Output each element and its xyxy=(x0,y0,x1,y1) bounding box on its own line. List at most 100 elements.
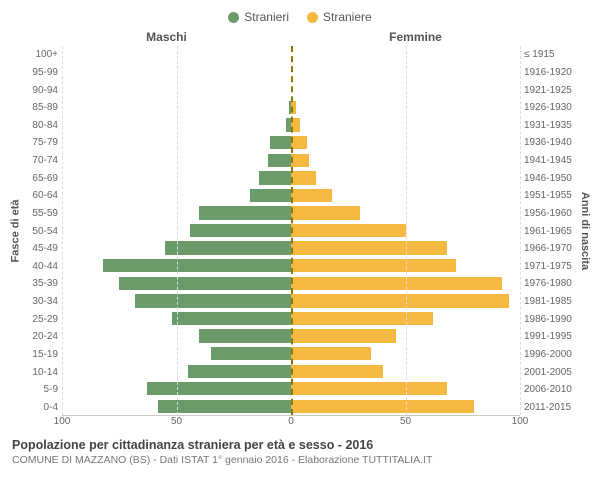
female-bar xyxy=(291,136,307,149)
male-bar xyxy=(103,259,291,272)
birth-label: 1976-1980 xyxy=(520,275,578,293)
birth-label: 1986-1990 xyxy=(520,310,578,328)
age-label: 90-94 xyxy=(22,81,62,99)
female-bar xyxy=(291,277,502,290)
plot-area xyxy=(62,46,520,416)
male-bar xyxy=(165,241,291,254)
birth-label: 1931-1935 xyxy=(520,117,578,135)
female-bar xyxy=(291,224,406,237)
chart-subtitle: COMUNE DI MAZZANO (BS) - Dati ISTAT 1° g… xyxy=(12,454,588,466)
age-labels: 100+95-9990-9485-8980-8475-7970-7465-696… xyxy=(22,46,62,416)
female-bar xyxy=(291,189,332,202)
female-bar xyxy=(291,259,456,272)
legend-female-label: Straniere xyxy=(323,10,372,24)
birth-label: 1971-1975 xyxy=(520,258,578,276)
birth-label: 2001-2005 xyxy=(520,363,578,381)
birth-label: 1926-1930 xyxy=(520,99,578,117)
birth-label: 1941-1945 xyxy=(520,152,578,170)
birth-label: 1921-1925 xyxy=(520,81,578,99)
age-label: 10-14 xyxy=(22,363,62,381)
age-label: 50-54 xyxy=(22,222,62,240)
chart-titles: Popolazione per cittadinanza straniera p… xyxy=(8,432,592,466)
age-label: 60-64 xyxy=(22,187,62,205)
age-label: 0-4 xyxy=(22,399,62,417)
x-tick: 0 xyxy=(288,416,294,427)
female-bar xyxy=(291,329,396,342)
header-male: Maschi xyxy=(62,28,291,46)
male-bar xyxy=(119,277,291,290)
female-bar xyxy=(291,312,433,325)
birth-label: 1936-1940 xyxy=(520,134,578,152)
y-left-axis-title: Fasce di età xyxy=(8,46,22,416)
birth-label: 2011-2015 xyxy=(520,399,578,417)
male-swatch xyxy=(228,12,239,23)
male-bar xyxy=(190,224,291,237)
age-label: 80-84 xyxy=(22,117,62,135)
age-label: 35-39 xyxy=(22,275,62,293)
birth-label: 1991-1995 xyxy=(520,328,578,346)
x-tick: 100 xyxy=(54,416,71,427)
female-bar xyxy=(291,382,447,395)
female-bar xyxy=(291,171,316,184)
female-bar xyxy=(291,241,447,254)
age-label: 5-9 xyxy=(22,381,62,399)
center-divider xyxy=(291,46,293,415)
male-bar xyxy=(270,136,291,149)
female-bar xyxy=(291,154,309,167)
age-label: 55-59 xyxy=(22,205,62,223)
birth-label: 1916-1920 xyxy=(520,64,578,82)
population-pyramid-chart: Stranieri Straniere Maschi Femmine Fasce… xyxy=(0,0,600,500)
legend-male: Stranieri xyxy=(228,10,289,24)
birth-label: 1981-1985 xyxy=(520,293,578,311)
male-bar xyxy=(158,400,291,413)
male-bar xyxy=(199,206,291,219)
age-label: 70-74 xyxy=(22,152,62,170)
age-label: 15-19 xyxy=(22,346,62,364)
birth-year-labels: ≤ 19151916-19201921-19251926-19301931-19… xyxy=(520,46,578,416)
x-tick: 100 xyxy=(512,416,529,427)
female-bar xyxy=(291,400,474,413)
birth-label: 1951-1955 xyxy=(520,187,578,205)
age-label: 100+ xyxy=(22,46,62,64)
male-bar xyxy=(211,347,291,360)
age-label: 30-34 xyxy=(22,293,62,311)
age-label: 85-89 xyxy=(22,99,62,117)
x-axis: 100 50 0 50 100 xyxy=(8,416,592,432)
female-bar xyxy=(291,294,509,307)
male-bar xyxy=(250,189,291,202)
male-bar xyxy=(188,365,291,378)
birth-label: 2006-2010 xyxy=(520,381,578,399)
male-bar xyxy=(147,382,291,395)
female-bar xyxy=(291,365,383,378)
age-label: 45-49 xyxy=(22,240,62,258)
x-tick: 50 xyxy=(400,416,411,427)
birth-label: ≤ 1915 xyxy=(520,46,578,64)
legend-male-label: Stranieri xyxy=(244,10,289,24)
header-female: Femmine xyxy=(291,28,520,46)
gender-headers: Maschi Femmine xyxy=(8,28,592,46)
x-tick: 50 xyxy=(171,416,182,427)
age-label: 20-24 xyxy=(22,328,62,346)
y-right-axis-title: Anni di nascita xyxy=(578,46,592,416)
female-bar xyxy=(291,206,360,219)
male-bar xyxy=(135,294,291,307)
birth-label: 1956-1960 xyxy=(520,205,578,223)
male-bar xyxy=(172,312,291,325)
age-label: 25-29 xyxy=(22,310,62,328)
age-label: 75-79 xyxy=(22,134,62,152)
male-bar xyxy=(199,329,291,342)
birth-label: 1946-1950 xyxy=(520,169,578,187)
chart-title: Popolazione per cittadinanza straniera p… xyxy=(12,438,588,452)
male-bar xyxy=(268,154,291,167)
birth-label: 1966-1970 xyxy=(520,240,578,258)
age-label: 40-44 xyxy=(22,258,62,276)
female-bar xyxy=(291,347,371,360)
legend-female: Straniere xyxy=(307,10,372,24)
male-bar xyxy=(259,171,291,184)
birth-label: 1961-1965 xyxy=(520,222,578,240)
age-label: 65-69 xyxy=(22,169,62,187)
birth-label: 1996-2000 xyxy=(520,346,578,364)
legend: Stranieri Straniere xyxy=(8,6,592,28)
age-label: 95-99 xyxy=(22,64,62,82)
female-swatch xyxy=(307,12,318,23)
